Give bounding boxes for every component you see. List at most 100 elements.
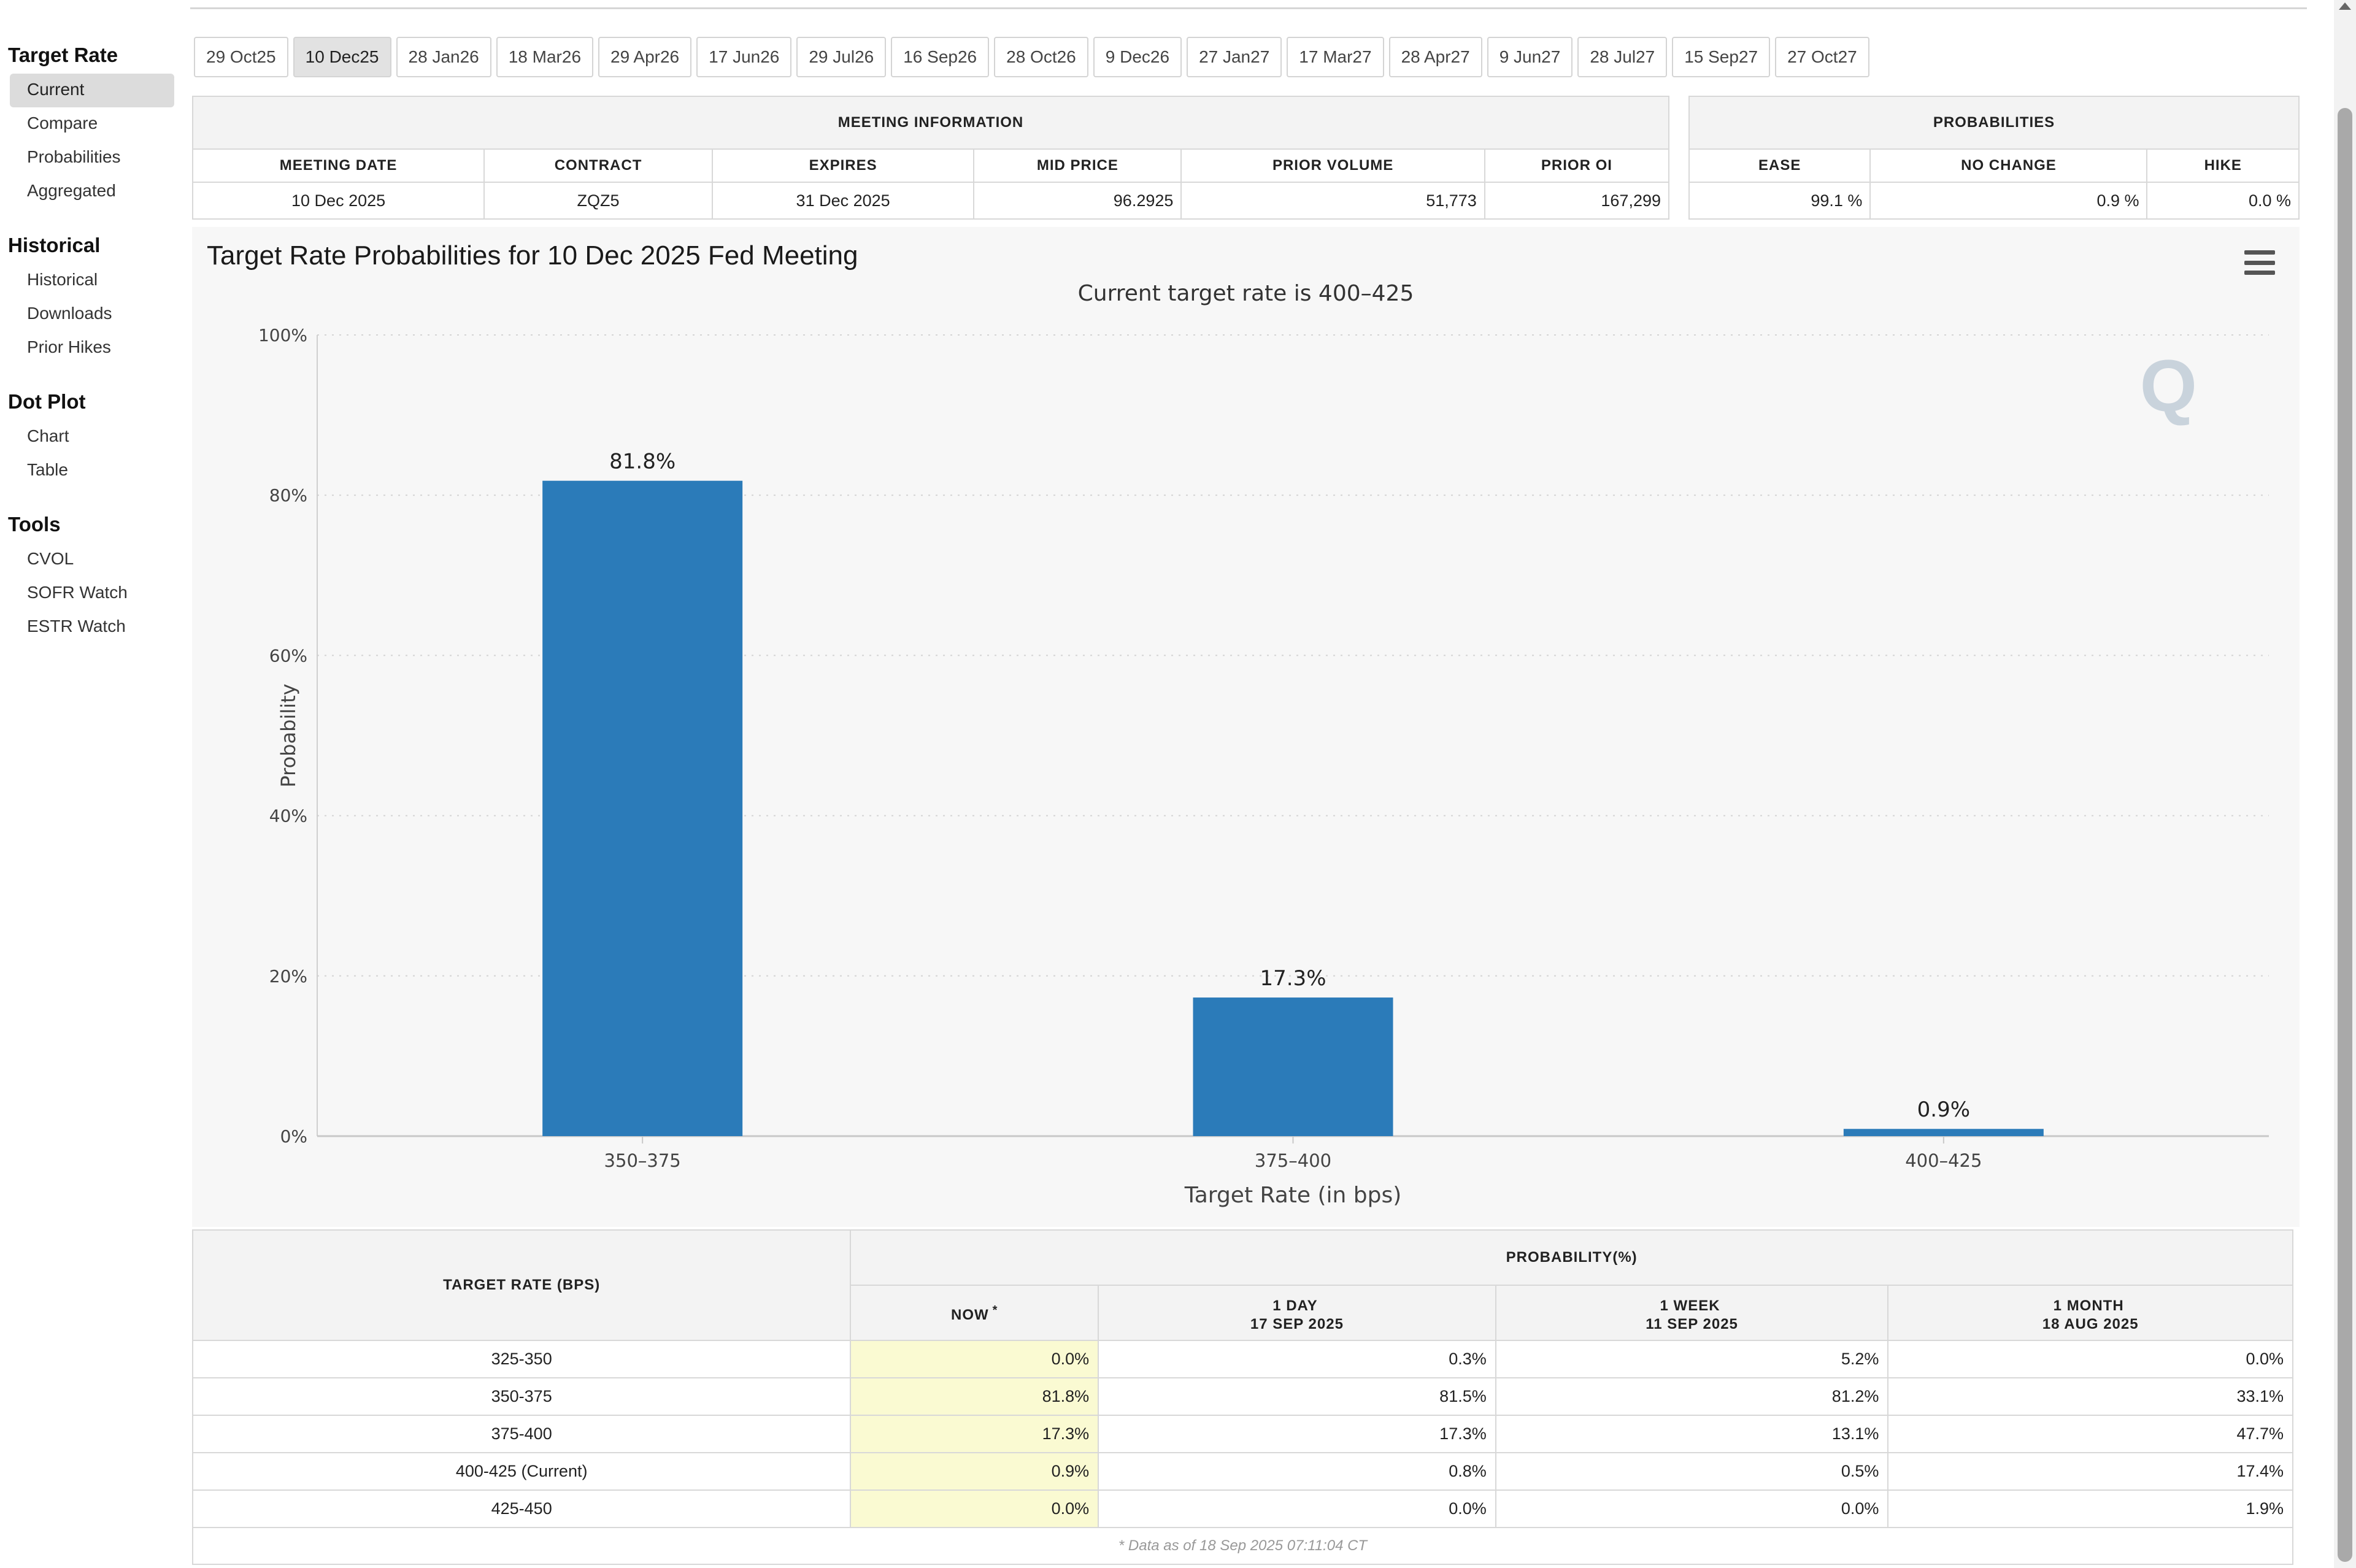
target-rate-cell: 325-350 [191, 1340, 852, 1378]
bar-375–400[interactable] [1193, 997, 1393, 1136]
y-tick-label: 40% [269, 806, 307, 826]
tab-28-apr27[interactable]: 28 Apr27 [1388, 37, 1482, 77]
one-month-prob-cell: 47.7% [1887, 1415, 2293, 1453]
one-month-prob-cell: 33.1% [1887, 1377, 2293, 1416]
target-rate-cell: 375-400 [191, 1415, 852, 1453]
one-month-prob-cell: 0.0% [1887, 1340, 2293, 1378]
y-tick-label: 100% [258, 325, 307, 345]
one-week-prob-cell: 81.2% [1495, 1377, 1889, 1416]
one-day-prob-cell: 17.3% [1098, 1415, 1496, 1453]
y-tick-label: 80% [269, 485, 307, 505]
y-tick-label: 0% [280, 1126, 307, 1147]
chart-menu-icon[interactable] [2244, 250, 2275, 275]
tab-9-jun27[interactable]: 9 Jun27 [1487, 37, 1573, 77]
probabilities-value: 0.9 % [1869, 182, 2148, 220]
tab-17-mar27[interactable]: 17 Mar27 [1287, 37, 1384, 77]
bar-400–425[interactable] [1843, 1129, 2044, 1136]
probabilities-summary-table: PROBABILITIES EASE NO CHANGE HIKE 99.1 % 0.… [1688, 96, 2300, 220]
vertical-scrollbar[interactable] [2334, 0, 2356, 1568]
probabilities-col-header: HIKE [2146, 148, 2300, 183]
period-header-line2: 17 SEP 2025 [1250, 1316, 1344, 1332]
target-rate-cell: 400-425 (Current) [191, 1452, 852, 1491]
sidebar-item-chart[interactable]: Chart [27, 426, 69, 445]
sidebar-item-current[interactable]: Current [10, 74, 174, 107]
sidebar-item-historical[interactable]: Historical [27, 270, 98, 289]
chart-title: Target Rate Probabilities for 10 Dec 202… [207, 240, 858, 271]
tab-10-dec25[interactable]: 10 Dec25 [293, 37, 391, 77]
sidebar-item-aggregated[interactable]: Aggregated [27, 181, 116, 200]
probabilities-col-header: NO CHANGE [1869, 148, 2148, 183]
sidebar-item-downloads[interactable]: Downloads [27, 304, 112, 323]
now-prob-cell: 0.0% [850, 1340, 1099, 1378]
asterisk-mark: * [992, 1304, 998, 1317]
sidebar-item-compare[interactable]: Compare [27, 113, 98, 133]
period-header-line2: 11 SEP 2025 [1646, 1316, 1738, 1332]
sidebar-item-table[interactable]: Table [27, 460, 68, 479]
table-row: 375-400 17.3% 17.3% 13.1% 47.7% [191, 1415, 2293, 1453]
y-tick-label: 20% [269, 966, 307, 986]
sidebar-item-prior-hikes[interactable]: Prior Hikes [27, 337, 111, 356]
one-day-prob-cell: 0.3% [1098, 1340, 1496, 1378]
sidebar-item-probabilities[interactable]: Probabilities [27, 147, 121, 166]
sidebar-gap [0, 209, 178, 227]
probabilities-col-header: EASE [1688, 148, 1871, 183]
period-header: 1 MONTH 18 AUG 2025 [1887, 1285, 2293, 1341]
x-tick-label: 375–400 [1255, 1150, 1331, 1171]
probabilities-value: 99.1 % [1688, 182, 1871, 220]
y-axis-title: Probability [277, 683, 300, 787]
tab-17-jun26[interactable]: 17 Jun26 [696, 37, 792, 77]
chart-svg: Q 0% 20% 40% 60% 80% 100% 81.8% 350–375 17.3% 375–… [258, 325, 2269, 1208]
meeting-info-caption: MEETING INFORMATION [192, 96, 1669, 150]
meeting-value: 51,773 [1180, 182, 1485, 220]
one-month-prob-cell: 17.4% [1887, 1452, 2293, 1491]
meeting-col-header: PRIOR VOLUME [1180, 148, 1485, 183]
meeting-value: ZQZ5 [483, 182, 713, 220]
table-row: 400-425 (Current) 0.9% 0.8% 0.5% 17.4% [191, 1452, 2293, 1491]
tab-28-jan26[interactable]: 28 Jan26 [396, 37, 491, 77]
scroll-up-arrow-icon[interactable] [2339, 2, 2351, 10]
tab-16-sep26[interactable]: 16 Sep26 [891, 37, 990, 77]
tab-18-mar26[interactable]: 18 Mar26 [496, 37, 594, 77]
tab-28-oct26[interactable]: 28 Oct26 [994, 37, 1088, 77]
one-day-prob-cell: 0.8% [1098, 1452, 1496, 1491]
watermark-logo-icon: Q [2140, 345, 2197, 427]
data-label: 17.3% [1260, 966, 1326, 991]
tab-9-dec26[interactable]: 9 Dec26 [1093, 37, 1182, 77]
tab-29-oct25[interactable]: 29 Oct25 [194, 37, 288, 77]
probabilities-caption: PROBABILITIES [1688, 96, 2300, 150]
x-tick-label: 400–425 [1905, 1150, 1982, 1171]
period-header-line1: 1 MONTH [2053, 1297, 2124, 1314]
tab-15-sep27[interactable]: 15 Sep27 [1672, 37, 1771, 77]
sidebar-heading: Tools [8, 513, 61, 536]
sidebar-gap [0, 365, 178, 383]
tab-29-jul26[interactable]: 29 Jul26 [796, 37, 887, 77]
one-day-prob-cell: 0.0% [1098, 1489, 1496, 1528]
probability-group-header: PROBABILITY(%) [850, 1229, 2293, 1286]
meeting-value: 10 Dec 2025 [191, 182, 485, 220]
meeting-col-header: EXPIRES [711, 148, 975, 183]
period-header-line1: NOW [951, 1307, 989, 1323]
sidebar-item-cvol[interactable]: CVOL [27, 549, 74, 568]
target-rate-header: TARGET RATE (BPS) [191, 1229, 852, 1341]
sidebar-item-sofr-watch[interactable]: SOFR Watch [27, 583, 128, 602]
y-tick-label: 60% [269, 645, 307, 666]
meeting-col-header: PRIOR OI [1484, 148, 1670, 183]
tab-27-oct27[interactable]: 27 Oct27 [1775, 37, 1869, 77]
sidebar-heading: Historical [8, 234, 101, 256]
target-rate-cell: 350-375 [191, 1377, 852, 1416]
table-row: 350-375 81.8% 81.5% 81.2% 33.1% [191, 1377, 2293, 1416]
tab-29-apr26[interactable]: 29 Apr26 [598, 37, 692, 77]
one-week-prob-cell: 5.2% [1495, 1340, 1889, 1378]
sidebar-item-estr-watch[interactable]: ESTR Watch [27, 617, 126, 636]
sidebar-heading: Dot Plot [8, 390, 86, 413]
tab-27-jan27[interactable]: 27 Jan27 [1187, 37, 1282, 77]
scrollbar-thumb[interactable] [2338, 108, 2352, 1562]
meeting-value: 167,299 [1484, 182, 1670, 220]
probability-table: TARGET RATE (BPS) PROBABILITY(%) NOW * 1 D… [191, 1229, 2293, 1565]
tab-28-jul27[interactable]: 28 Jul27 [1577, 37, 1668, 77]
bar-350–375[interactable] [542, 480, 743, 1136]
data-label: 81.8% [609, 450, 676, 474]
data-label: 0.9% [1917, 1097, 1970, 1122]
table-row: 325-350 0.0% 0.3% 5.2% 0.0% [191, 1340, 2293, 1378]
target-rate-cell: 425-450 [191, 1489, 852, 1528]
